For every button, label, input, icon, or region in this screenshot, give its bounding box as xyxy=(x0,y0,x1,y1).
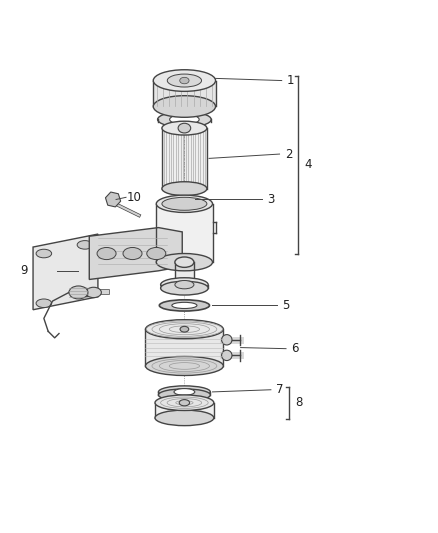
Ellipse shape xyxy=(97,247,116,260)
Ellipse shape xyxy=(174,389,195,395)
Ellipse shape xyxy=(77,288,93,297)
Ellipse shape xyxy=(222,350,232,360)
Ellipse shape xyxy=(162,197,207,211)
Ellipse shape xyxy=(156,195,212,213)
Ellipse shape xyxy=(86,287,101,297)
Text: 1: 1 xyxy=(287,74,294,87)
Ellipse shape xyxy=(145,357,223,375)
Text: 10: 10 xyxy=(127,191,142,204)
Ellipse shape xyxy=(36,299,52,308)
Ellipse shape xyxy=(175,280,194,289)
Ellipse shape xyxy=(153,70,215,91)
Bar xyxy=(162,128,207,189)
Ellipse shape xyxy=(170,115,199,125)
Text: 4: 4 xyxy=(304,158,312,172)
Ellipse shape xyxy=(180,77,189,84)
Ellipse shape xyxy=(178,123,191,133)
Ellipse shape xyxy=(158,112,211,127)
Ellipse shape xyxy=(77,240,93,249)
Ellipse shape xyxy=(155,410,214,426)
Text: 7: 7 xyxy=(276,383,283,396)
Bar xyxy=(155,403,214,418)
Ellipse shape xyxy=(176,197,193,203)
Bar xyxy=(145,332,223,363)
Text: 3: 3 xyxy=(268,193,275,206)
Ellipse shape xyxy=(161,278,208,292)
Ellipse shape xyxy=(159,389,210,401)
Ellipse shape xyxy=(172,302,197,309)
Text: 8: 8 xyxy=(296,396,303,409)
Text: 6: 6 xyxy=(291,342,299,355)
Ellipse shape xyxy=(147,247,166,260)
Ellipse shape xyxy=(145,320,223,338)
Ellipse shape xyxy=(222,335,232,345)
Ellipse shape xyxy=(175,279,194,289)
Bar xyxy=(156,204,212,262)
Ellipse shape xyxy=(180,326,189,332)
Bar xyxy=(175,262,194,284)
Ellipse shape xyxy=(162,121,207,135)
Ellipse shape xyxy=(153,96,215,117)
Polygon shape xyxy=(33,234,98,310)
Ellipse shape xyxy=(69,286,88,299)
Ellipse shape xyxy=(162,182,207,196)
Ellipse shape xyxy=(123,247,142,260)
Text: 2: 2 xyxy=(285,148,292,160)
Ellipse shape xyxy=(175,257,194,268)
Polygon shape xyxy=(89,228,182,279)
Ellipse shape xyxy=(155,395,214,410)
Text: 5: 5 xyxy=(283,299,290,312)
Bar xyxy=(153,80,215,107)
Ellipse shape xyxy=(156,254,212,271)
Ellipse shape xyxy=(180,198,188,201)
Text: 9: 9 xyxy=(20,264,28,277)
Ellipse shape xyxy=(161,281,208,295)
Ellipse shape xyxy=(159,300,209,311)
Ellipse shape xyxy=(159,386,210,398)
Ellipse shape xyxy=(167,74,201,87)
Ellipse shape xyxy=(36,249,52,258)
Ellipse shape xyxy=(179,400,190,406)
